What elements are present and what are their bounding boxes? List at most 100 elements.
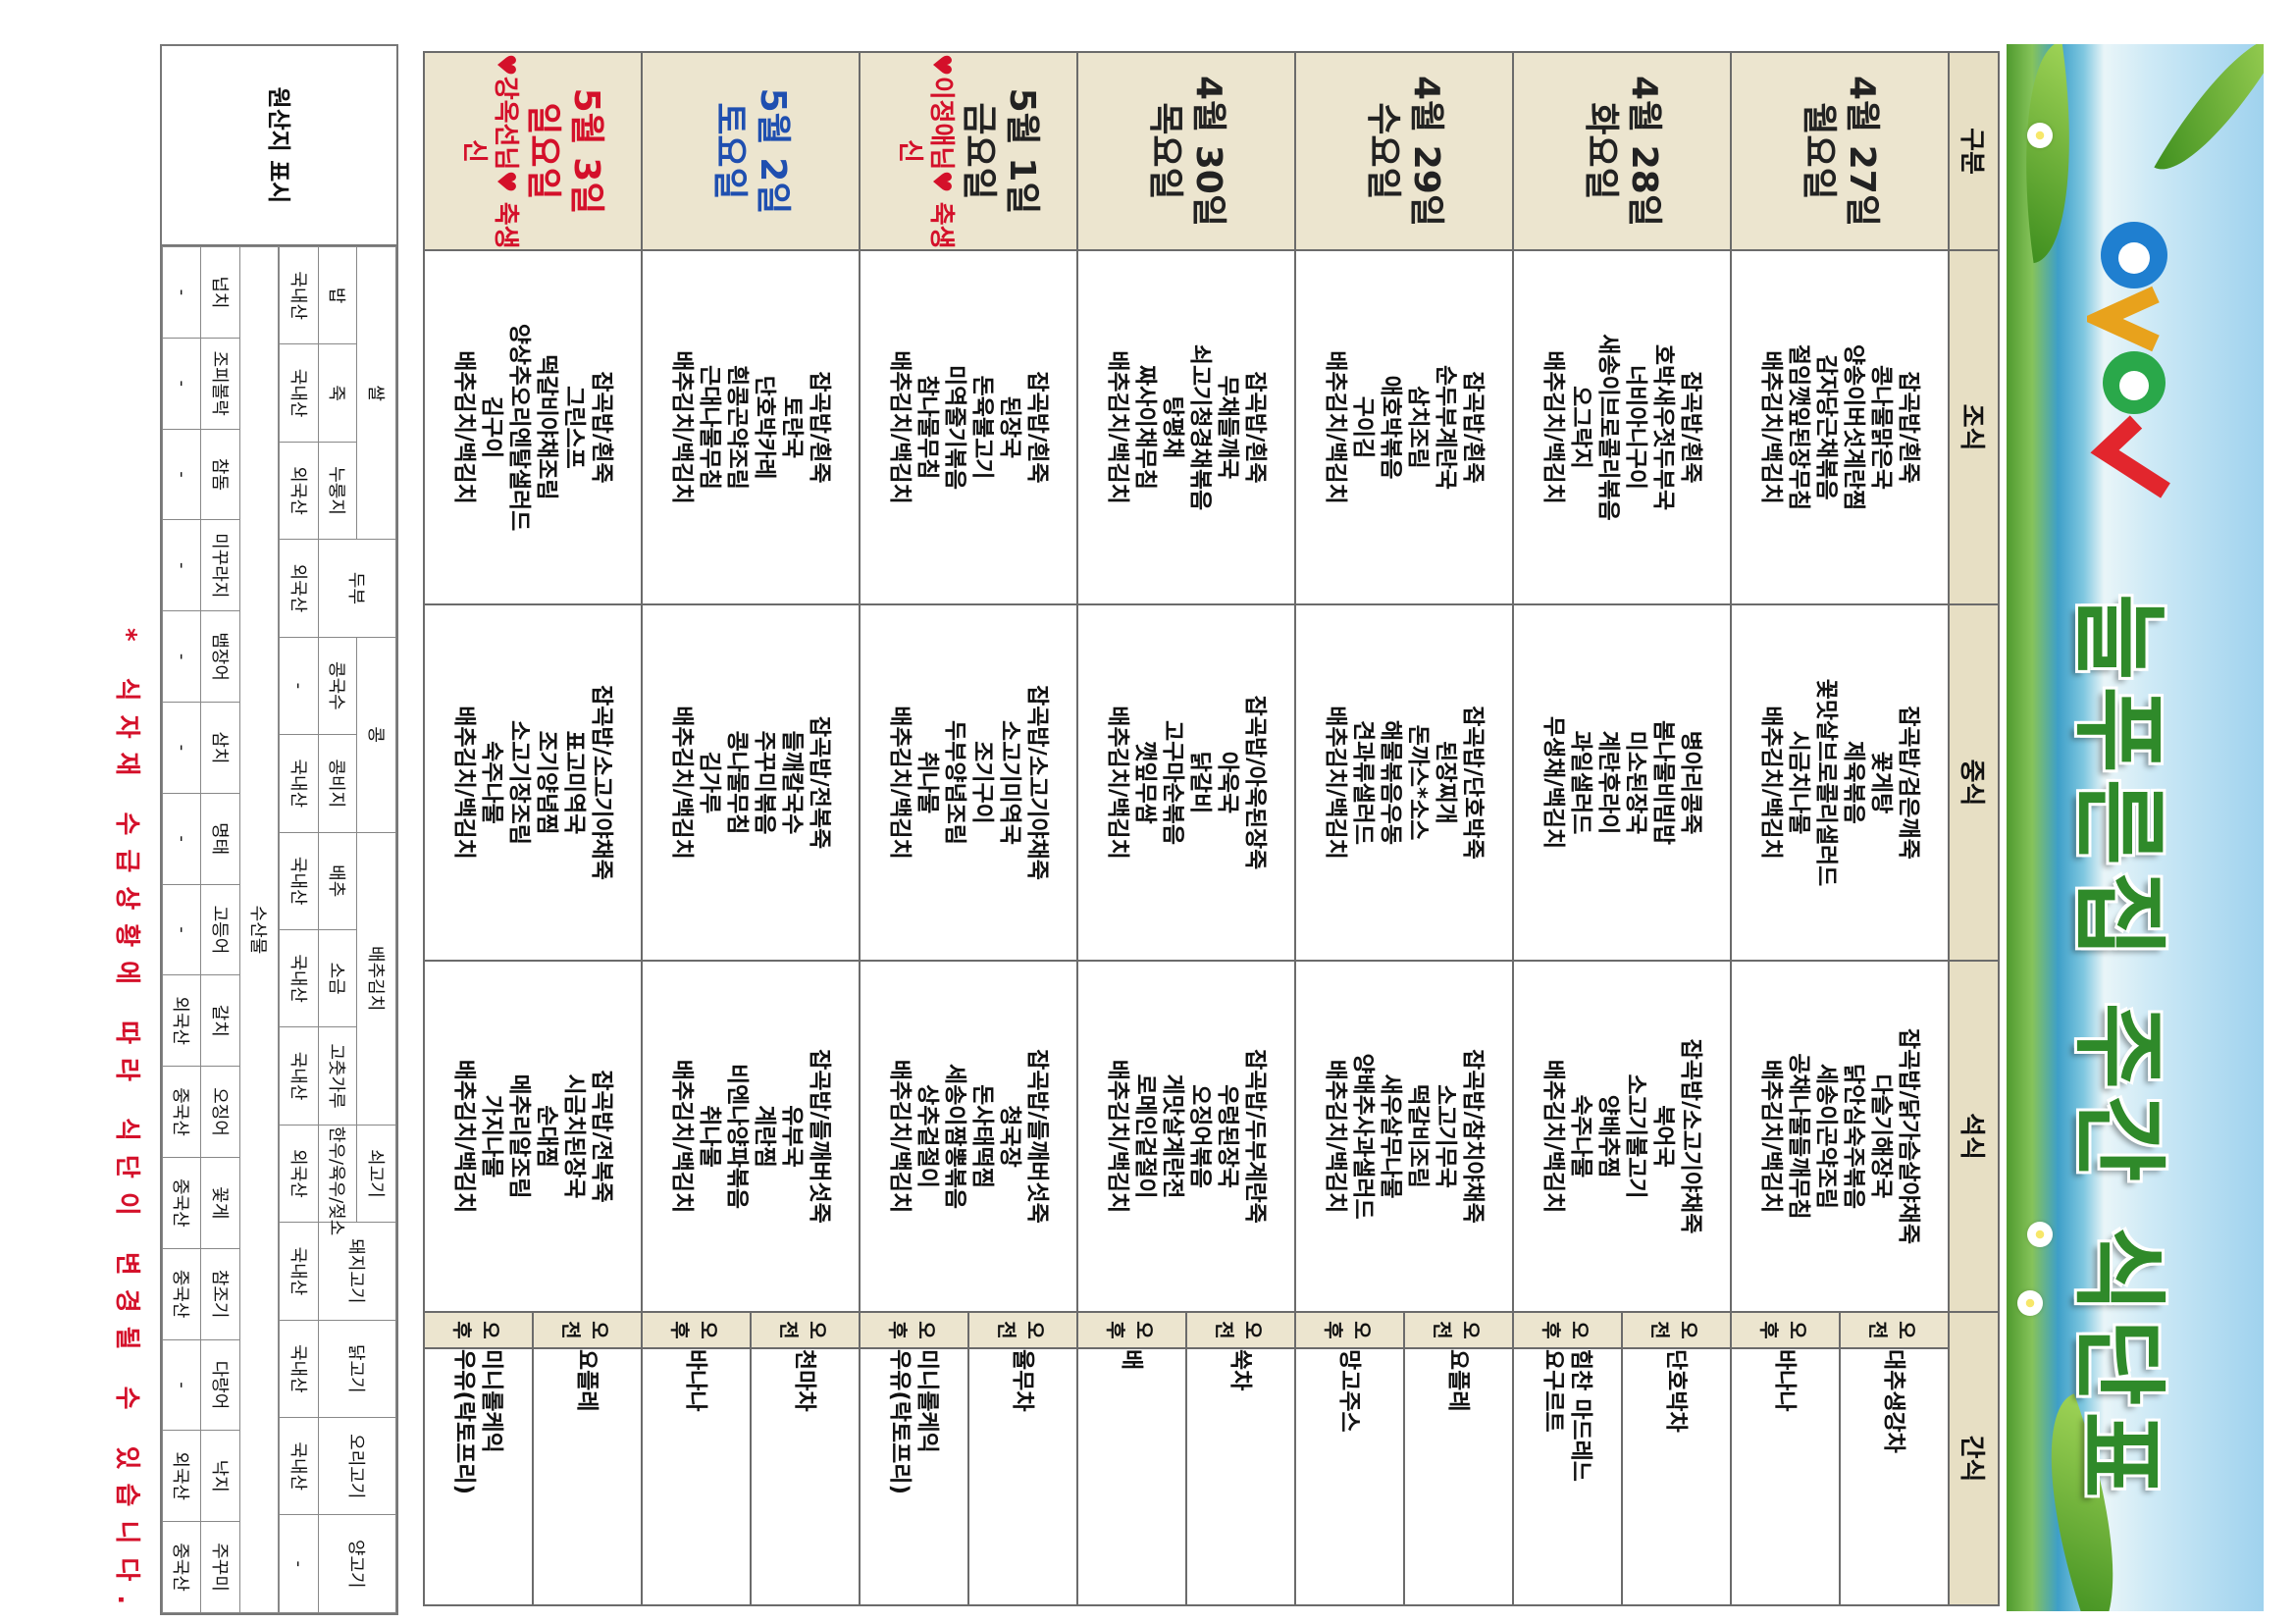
menu-item: 토란국: [779, 395, 805, 459]
menu-item: 잡곡밥/흰죽: [1242, 371, 1268, 484]
menu-item: 미소된장국: [1623, 730, 1648, 835]
snack-item: 미니롤케익: [479, 1349, 505, 1453]
group-name: 돼지고기: [318, 1222, 396, 1321]
item-name: 미꾸라지: [201, 519, 240, 611]
menu-item: 돈사태떡찜: [969, 1084, 995, 1188]
origin-title: 원산지 표시: [162, 46, 396, 246]
snack-cell: 배: [1077, 1348, 1186, 1605]
menu-item: 떡갈비야채조림: [534, 354, 559, 500]
menu-item: 닭안심숙주볶음: [1841, 1063, 1866, 1210]
menu-item: 순두부계란국: [1433, 365, 1458, 490]
lunch-cell: 잡곡밥/전복죽 들깨칼국수 주꾸미볶음 콩나물무침 김가루 배추김치/백김치: [642, 604, 860, 961]
item-name: 조피볼락: [201, 338, 240, 430]
menu-item: 배추김치/백김치: [887, 706, 913, 860]
snack-item: 쑥차: [1227, 1349, 1254, 1391]
menu-item: 탕평채: [1160, 395, 1185, 459]
dinner-cell: 잡곡밥/들깨버섯죽 유부국 계란찜 비엔나양파볶음 취나물 배추김치/백김치: [642, 961, 860, 1312]
menu-item: 잡곡밥/흰죽: [807, 371, 832, 484]
snack-cell: 미니롤케익 우유(락토프리): [860, 1348, 968, 1605]
menu-item: 꽃맛살브로콜리샐러드: [1813, 678, 1839, 887]
item-origin: 중국산: [162, 1157, 201, 1249]
menu-item: 오징어볶음: [1187, 1084, 1213, 1188]
item-name: 꽃게: [201, 1157, 240, 1249]
item-name: 고등어: [201, 884, 240, 975]
weekday: 월요일: [1799, 102, 1839, 200]
item-origin: -: [280, 1514, 319, 1613]
menu-item: 아욱국: [1215, 751, 1240, 814]
menu-item: 배추김치/백김치: [669, 706, 695, 860]
item-name: 참조기: [201, 1248, 240, 1340]
snack-time: 오전: [1622, 1312, 1731, 1348]
breakfast-cell: 잡곡밥/흰죽 무채들깨국 쇠고기청경채볶음 탕평채 짜사이채무침 배추김치/백김치: [1077, 250, 1295, 604]
group-name: 양고기: [318, 1514, 396, 1613]
item-name: 콩비지: [318, 734, 357, 833]
menu-item: 단호박카레: [752, 375, 777, 480]
day-row: 4월 27일 월요일 잡곡밥/흰죽 콩나물맑은국 양송이버섯계란찜 감자당근채볶음 절임깻잎…: [1731, 52, 1949, 1605]
menu-item: 잡곡밥/닭가슴살야채죽: [1896, 1027, 1921, 1244]
menu-item: 돈육불고기: [969, 375, 995, 480]
breakfast-cell: 잡곡밥/흰죽 호박새우젓두부국 너비아니구이 새송이브로콜리볶음 오그락지 배추김치/백김…: [1513, 250, 1731, 604]
snack-cell: 천마차: [751, 1348, 860, 1605]
weekday: 수요일: [1363, 102, 1403, 200]
weekday: 목요일: [1145, 102, 1185, 200]
menu-item: 새송이브로콜리볶음: [1595, 334, 1621, 521]
menu-item: 절임깻잎된장무침: [1786, 343, 1811, 511]
day-row: 4월 29일 수요일 잡곡밥/흰죽 순두부계란국 삼치조림 애호박볶음 구이김 배추김치/백김…: [1295, 52, 1513, 1605]
snack-time: 오전: [1840, 1312, 1949, 1348]
item-name: 갈치: [201, 974, 240, 1067]
menu-item: 소고기미역국: [997, 720, 1022, 845]
menu-item: 청국장: [997, 1105, 1022, 1168]
menu-item: 배추김치/백김치: [451, 706, 477, 860]
item-origin: 국내산: [280, 929, 319, 1027]
menu-item: 근대나물무침: [697, 365, 722, 490]
lunch-cell: 병아리콩죽 봄나물비빔밥 미소된장국 계란후라이 과일샐러드 무생채/백김치: [1513, 604, 1731, 961]
item-name: 주꾸미: [201, 1521, 240, 1613]
item-name: 참돔: [201, 429, 240, 520]
menu-item: 유부국: [779, 1105, 805, 1168]
menu-item: 오그락지: [1568, 386, 1593, 469]
item-origin: 외국산: [280, 1125, 319, 1223]
menu-item: 배추김치/백김치: [451, 1059, 477, 1214]
menu-item: 잡곡밥/흰죽: [1024, 371, 1050, 484]
menu-item: 조기구이: [969, 741, 995, 824]
item-name: 콩국수: [318, 637, 357, 735]
leaf: [2007, 44, 2093, 264]
item-origin: 외국산: [162, 1430, 201, 1522]
menu-item: 잡곡밥/단호박죽: [1460, 706, 1486, 860]
day-cell: 5월 1일 금요일 ♥이정애님♥ 축생신: [860, 52, 1077, 250]
dinner-cell: 잡곡밥/두부계란죽 우렁된장국 오징어볶음 게맛살계란전 로메인겉절이 배추김치/백김치: [1077, 961, 1295, 1312]
item-origin: 국내산: [280, 1222, 319, 1321]
item-origin: -: [162, 429, 201, 520]
birthday-note: ♥강옥선님♥ 축생신: [459, 53, 520, 249]
dinner-cell: 잡곡밥/참치야채죽 소고기무국 떡갈비조림 새우살무나물 양배추사과샐러드 배추김치/백김…: [1295, 961, 1513, 1312]
item-name: 명태: [201, 793, 240, 885]
menu-item: 호박새우젓두부국: [1650, 343, 1676, 511]
menu-item: 참나물무침: [914, 375, 940, 480]
date: 5월 3일: [566, 87, 606, 215]
menu-item: 양송이버섯계란찜: [1841, 343, 1866, 511]
menu-item: 계란찜: [752, 1105, 777, 1168]
item-row: 넙치 조피볼락 참돔 미꾸라지 뱀장어 삼치 명태 고등어 갈치 오징어 꽃게 참조기 다랑어 낙지 주꾸미: [201, 246, 240, 1613]
menu-item: 된장찌개: [1433, 741, 1458, 824]
snack-item: 바나나: [683, 1349, 709, 1412]
item-origin: -: [162, 884, 201, 975]
menu-item: 삼치조림: [1405, 386, 1431, 469]
date: 4월 30일: [1188, 76, 1228, 227]
column-header: 중식: [1949, 604, 1999, 961]
origin-seafood: 수산물 넙치 조피볼락 참돔 미꾸라지 뱀장어 삼치 명태 고등어 갈치 오징어 꽃게 참조기 다랑어 낙지…: [162, 246, 280, 1613]
date: 4월 28일: [1624, 76, 1664, 227]
menu-item: 세송이짬뽕볶음: [942, 1063, 967, 1210]
breakfast-cell: 잡곡밥/흰죽 그린스프 떡갈비야채조림 양상추오리엔탈샐러드 김구이 배추김치/백김치: [424, 250, 642, 604]
menu-item: 깻잎무쌈: [1132, 741, 1158, 824]
day-row: 5월 1일 금요일 ♥이정애님♥ 축생신 잡곡밥/흰죽 된장국 돈육불고기 미역줄기볶음 참나…: [860, 52, 1077, 1605]
origin-row: 국내산 국내산 외국산 외국산 - 국내산 국내산 국내산 국내산 외국산 국내산 국내산 국내산 -: [280, 246, 319, 1613]
menu-item: 양상추오리엔탈샐러드: [506, 323, 532, 532]
item-origin: 국내산: [280, 246, 319, 344]
group-name: 두부: [318, 539, 396, 638]
snack-time: 오후: [1295, 1312, 1404, 1348]
weekday: 화요일: [1581, 102, 1621, 200]
item-origin: 국내산: [280, 832, 319, 930]
snack-time: 오후: [642, 1312, 751, 1348]
menu-item: 짜사이채무침: [1132, 365, 1158, 490]
